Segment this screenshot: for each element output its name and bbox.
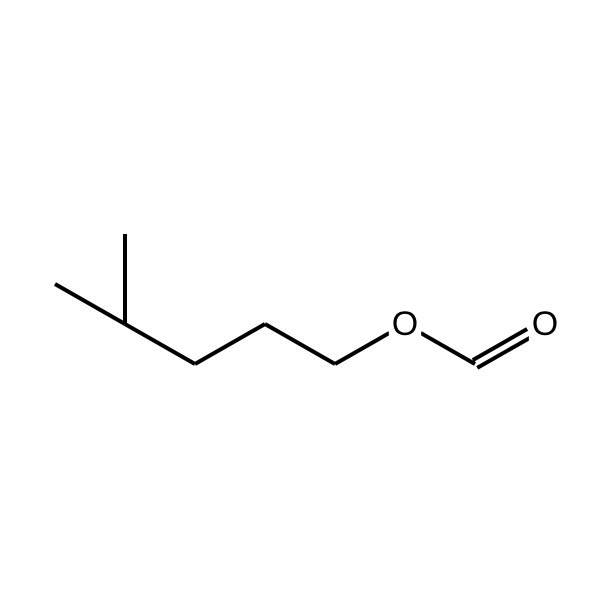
molecule-diagram: OO	[0, 0, 600, 600]
bond-line	[335, 333, 389, 364]
bond-line	[125, 324, 195, 364]
bond-line	[265, 324, 335, 364]
bond-line	[421, 333, 475, 364]
bond-line	[55, 284, 125, 324]
bond-line	[195, 324, 265, 364]
atom-label: O	[392, 305, 418, 343]
atom-label: O	[532, 305, 558, 343]
